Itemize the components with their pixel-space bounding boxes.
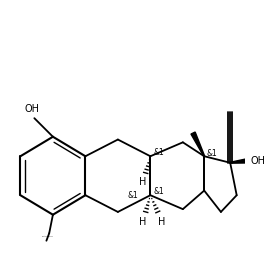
Text: methyl implied: methyl implied <box>42 236 53 237</box>
Text: H: H <box>139 177 147 187</box>
Text: OH: OH <box>25 104 40 115</box>
Text: OH: OH <box>251 156 264 166</box>
Text: &1: &1 <box>207 149 218 158</box>
Text: &1: &1 <box>153 148 164 157</box>
Text: H: H <box>139 217 147 227</box>
Polygon shape <box>230 159 247 163</box>
Text: &1: &1 <box>127 191 138 200</box>
Polygon shape <box>191 132 205 156</box>
Text: &1: &1 <box>153 187 164 196</box>
Text: H: H <box>158 217 165 227</box>
